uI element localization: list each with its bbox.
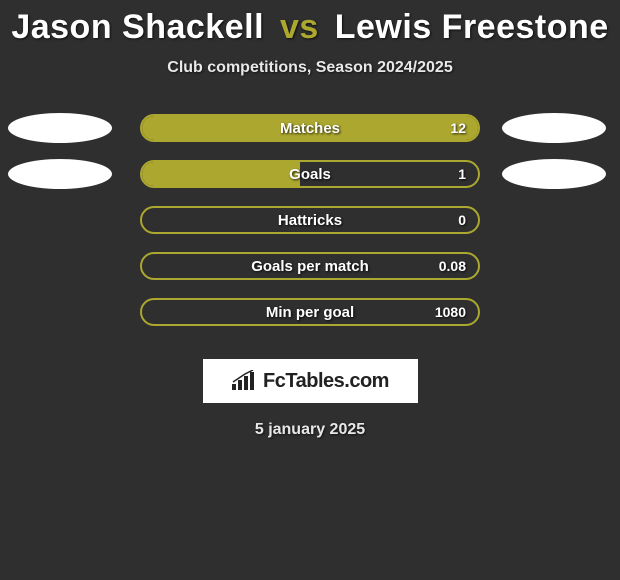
stat-value: 1080 bbox=[435, 304, 466, 320]
player2-oval bbox=[502, 113, 606, 143]
stat-row: Goals1 bbox=[0, 151, 620, 197]
stat-value: 1 bbox=[458, 166, 466, 182]
stat-bar-fill bbox=[142, 162, 300, 186]
player2-name: Lewis Freestone bbox=[335, 8, 609, 46]
logo-box: FcTables.com bbox=[203, 359, 418, 403]
stat-bar: Hattricks0 bbox=[140, 206, 480, 234]
logo-text: FcTables.com bbox=[263, 370, 389, 393]
player1-oval bbox=[8, 159, 112, 189]
player2-oval bbox=[502, 159, 606, 189]
player1-name: Jason Shackell bbox=[11, 8, 264, 46]
stat-bar: Goals per match0.08 bbox=[140, 252, 480, 280]
stat-row: Hattricks0 bbox=[0, 197, 620, 243]
stat-label: Hattricks bbox=[142, 212, 478, 229]
main-title: Jason Shackell vs Lewis Freestone bbox=[0, 8, 620, 47]
bar-chart-icon bbox=[231, 370, 257, 392]
stat-bar-fill bbox=[142, 116, 478, 140]
vs-text: vs bbox=[280, 8, 319, 46]
comparison-infographic: Jason Shackell vs Lewis Freestone Club c… bbox=[0, 0, 620, 439]
stat-bar: Matches12 bbox=[140, 114, 480, 142]
stat-value: 0 bbox=[458, 212, 466, 228]
stat-row: Goals per match0.08 bbox=[0, 243, 620, 289]
subtitle: Club competitions, Season 2024/2025 bbox=[0, 59, 620, 77]
stat-row: Min per goal1080 bbox=[0, 289, 620, 335]
stat-row: Matches12 bbox=[0, 105, 620, 151]
stats-area: Matches12 Goals1 Hattricks0 Goals per match… bbox=[0, 105, 620, 335]
player1-oval bbox=[8, 113, 112, 143]
stat-bar: Min per goal1080 bbox=[140, 298, 480, 326]
date-text: 5 january 2025 bbox=[0, 421, 620, 439]
stat-label: Min per goal bbox=[142, 304, 478, 321]
stat-label: Goals per match bbox=[142, 258, 478, 275]
stat-bar: Goals1 bbox=[140, 160, 480, 188]
stat-value: 0.08 bbox=[439, 258, 466, 274]
